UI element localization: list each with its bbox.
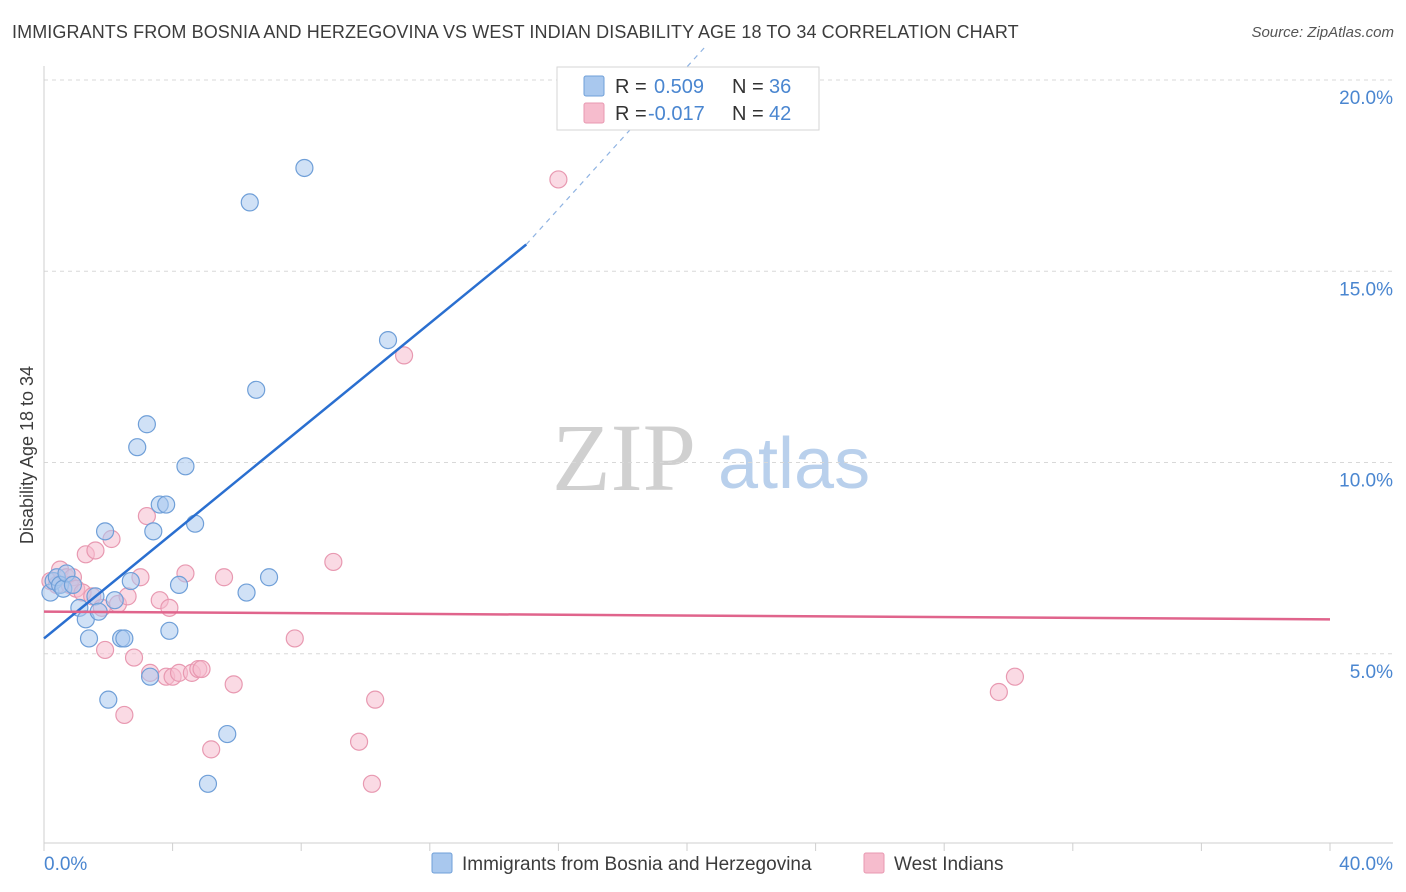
legend-n-value-pink: 42 xyxy=(769,103,791,125)
watermark: ZIP atlas xyxy=(552,404,870,511)
west-indians-point xyxy=(86,541,105,560)
bottom-legend-label-blue: Immigrants from Bosnia and Herzegovina xyxy=(462,854,812,875)
trendlines xyxy=(43,45,1331,640)
y-tick-label: 20.0% xyxy=(1339,88,1393,109)
west-indians-point xyxy=(549,170,568,189)
bosnia-point xyxy=(160,621,179,640)
legend-n-value-blue: 36 xyxy=(769,76,791,98)
west-indians-point xyxy=(1005,667,1025,686)
legend-r-value-pink: -0.017 xyxy=(648,103,705,125)
bosnia-point xyxy=(95,522,115,541)
west-indians-point xyxy=(95,640,115,660)
bosnia-point xyxy=(128,438,147,457)
series-west-indians-points xyxy=(41,170,1025,793)
west-indians-point xyxy=(224,675,243,694)
bottom-legend-label-pink: West Indians xyxy=(894,854,1003,875)
watermark-atlas: atlas xyxy=(718,424,870,504)
bosnia-point xyxy=(237,583,256,602)
x-tick-label: 0.0% xyxy=(44,854,87,875)
bosnia-point xyxy=(240,193,259,212)
bosnia-point xyxy=(115,629,134,648)
west-indians-point xyxy=(324,552,343,572)
x-tick-label: 40.0% xyxy=(1339,854,1393,875)
legend-r-label-blue: R = xyxy=(615,76,647,98)
west-indians-point xyxy=(192,659,211,679)
bosnia-point xyxy=(247,380,266,399)
source-label: Source: ZipAtlas.com xyxy=(1251,24,1394,41)
west-indians-point xyxy=(160,598,179,617)
bottom-legend: Immigrants from Bosnia and Herzegovina W… xyxy=(431,852,1003,875)
axes xyxy=(43,66,1393,844)
bosnia-point xyxy=(137,415,156,434)
legend-n-label-pink: N = xyxy=(732,103,764,125)
y-tick-label: 5.0% xyxy=(1350,662,1393,683)
west-indians-point xyxy=(285,629,304,648)
bottom-legend-swatch-pink xyxy=(863,852,885,874)
west-indians-point xyxy=(366,690,385,709)
bosnia-point xyxy=(218,724,237,744)
bosnia-point xyxy=(63,575,83,595)
bosnia-point xyxy=(378,331,398,350)
y-axis-title: Disability Age 18 to 34 xyxy=(17,366,37,544)
bosnia-point xyxy=(157,495,176,514)
tick-labels: 0.0% 40.0% 5.0% 10.0% 15.0% 20.0% xyxy=(43,88,1393,875)
y-tick-label: 10.0% xyxy=(1339,471,1393,492)
y-tick-label: 15.0% xyxy=(1339,279,1393,300)
bosnia-point xyxy=(198,774,218,793)
legend-swatch-blue xyxy=(583,75,605,97)
bosnia-point xyxy=(79,629,99,648)
watermark-zip: ZIP xyxy=(552,404,696,511)
west-indians-point xyxy=(202,740,221,759)
bosnia-point xyxy=(99,690,118,709)
bosnia-point xyxy=(295,158,314,178)
west-indians-point xyxy=(362,774,382,793)
west-indians-point xyxy=(989,682,1008,702)
west-indians-point xyxy=(124,648,144,667)
west-indians-point xyxy=(115,705,134,725)
west-indians-point xyxy=(394,346,414,365)
top-legend: R = 0.509 N = 36 R = -0.017 N = 42 xyxy=(556,66,820,131)
bosnia-point xyxy=(176,457,195,476)
west-indians-point xyxy=(137,506,156,526)
bosnia-point xyxy=(121,571,140,591)
bosnia-point xyxy=(144,522,163,541)
legend-r-value-blue: 0.509 xyxy=(654,76,704,98)
legend-r-label-pink: R = xyxy=(615,103,647,125)
legend-n-label-blue: N = xyxy=(732,76,764,98)
bosnia-point xyxy=(105,591,124,610)
chart-title: IMMIGRANTS FROM BOSNIA AND HERZEGOVINA V… xyxy=(12,22,1019,42)
legend-swatch-pink xyxy=(583,102,605,124)
bosnia-point xyxy=(169,575,189,595)
bosnia-point xyxy=(140,667,160,686)
bosnia-point xyxy=(259,568,279,587)
bosnia-point xyxy=(186,514,205,533)
series-bosnia-points xyxy=(41,158,398,793)
west-indians-trendline xyxy=(43,610,1331,621)
bottom-legend-swatch-blue xyxy=(431,852,453,874)
west-indians-point xyxy=(214,568,234,587)
grid-lines xyxy=(44,79,1393,655)
bosnia-trendline xyxy=(43,243,528,640)
west-indians-point xyxy=(349,732,369,751)
